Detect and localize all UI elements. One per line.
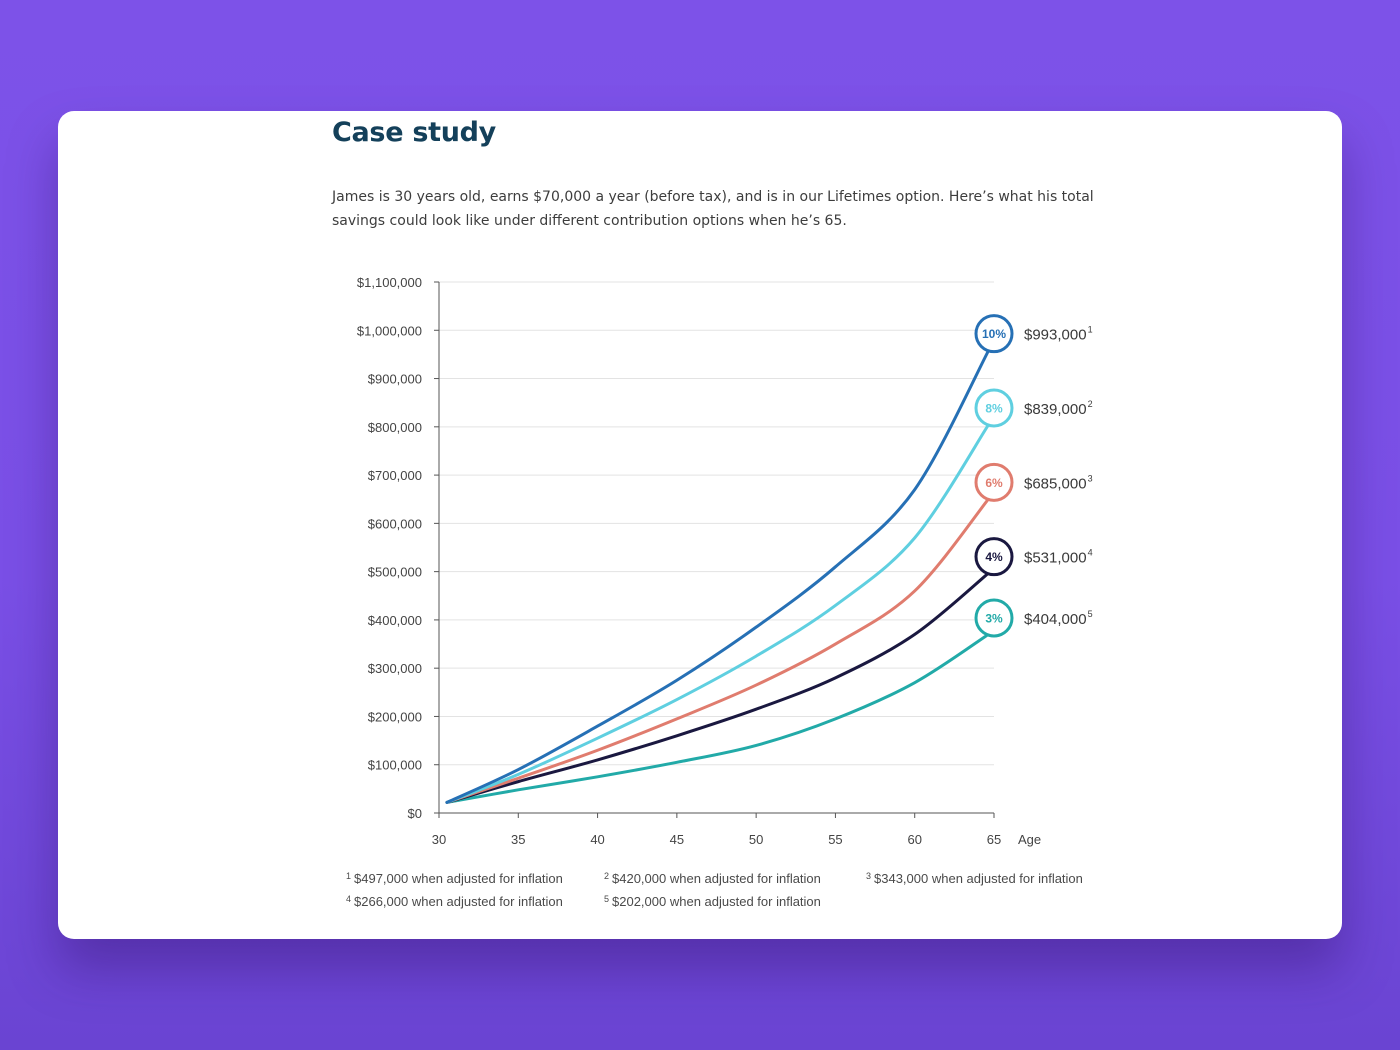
series-end-value: $531,000	[1024, 550, 1087, 567]
y-tick-label: $500,000	[368, 565, 422, 580]
y-tick-label: $1,000,000	[357, 323, 422, 338]
y-tick-label: $1,100,000	[357, 275, 422, 290]
x-tick-label: 60	[907, 832, 921, 847]
series-footnote-ref: 3	[1088, 473, 1093, 483]
footnote-text: $343,000 when adjusted for inflation	[874, 871, 1083, 886]
y-tick-label: $300,000	[368, 661, 422, 676]
footnote-number: 4	[346, 894, 352, 904]
series-footnote-ref: 1	[1088, 325, 1093, 335]
y-tick-label: $400,000	[368, 613, 422, 628]
series-footnote-ref: 4	[1088, 548, 1093, 558]
series-end-value: $404,000	[1024, 611, 1087, 628]
y-tick-label: $100,000	[368, 758, 422, 773]
series-end-value: $993,000	[1024, 327, 1087, 344]
series-line-3pct	[445, 632, 991, 804]
y-tick-label: $200,000	[368, 709, 422, 724]
footnote-2: 2 $420,000 when adjusted for inflation	[604, 871, 821, 886]
x-tick-label: 35	[511, 832, 525, 847]
x-tick-label: 40	[590, 832, 604, 847]
y-tick-label: $600,000	[368, 516, 422, 531]
x-tick-label: 55	[828, 832, 842, 847]
series-line-4pct	[445, 571, 991, 804]
footnote-number: 2	[604, 871, 610, 881]
footnote-1: 1 $497,000 when adjusted for inflation	[346, 871, 563, 886]
series-marker-6pct	[974, 462, 1014, 502]
series-line-10pct	[445, 348, 991, 804]
footnote-text: $497,000 when adjusted for inflation	[354, 871, 563, 886]
series-footnote-ref: 5	[1088, 609, 1093, 619]
footnote-4: 4 $266,000 when adjusted for inflation	[346, 894, 563, 909]
intro-text: James is 30 years old, earns $70,000 a y…	[332, 189, 1094, 229]
footnote-text: $266,000 when adjusted for inflation	[354, 894, 563, 909]
series-end-value: $685,000	[1024, 475, 1087, 492]
x-tick-label: 30	[432, 832, 446, 847]
series-name-label: 10%	[982, 327, 1006, 341]
y-tick-label: $900,000	[368, 372, 422, 387]
series-line-8pct	[445, 422, 991, 804]
series-name-label: 4%	[985, 550, 1003, 564]
series-name-label: 6%	[985, 476, 1003, 490]
series-marker-10pct	[974, 314, 1014, 354]
x-axis-label: Age	[1018, 832, 1041, 847]
series-line-6pct	[445, 496, 991, 804]
y-tick-label: $700,000	[368, 468, 422, 483]
y-tick-label: $0	[408, 806, 422, 821]
series-marker-4pct	[974, 537, 1014, 577]
series-footnote-ref: 2	[1088, 399, 1093, 409]
footnote-number: 1	[346, 871, 352, 881]
x-tick-label: 50	[749, 832, 763, 847]
footnote-text: $202,000 when adjusted for inflation	[612, 894, 821, 909]
x-tick-label: 45	[670, 832, 684, 847]
savings-line-chart: $0 $100,000 $200,000 $300,000 $400,000 $500,0…	[357, 275, 1093, 847]
y-tick-label: $800,000	[368, 420, 422, 435]
series-end-value: $839,000	[1024, 401, 1087, 418]
x-tick-label: 65	[987, 832, 1001, 847]
footnote-5: 5 $202,000 when adjusted for inflation	[604, 894, 821, 909]
footnote-number: 5	[604, 894, 610, 904]
page-title: Case study	[332, 117, 496, 148]
series-marker-3pct	[974, 598, 1014, 638]
series-name-label: 8%	[985, 401, 1003, 415]
footnote-number: 3	[866, 871, 872, 881]
series-name-label: 3%	[985, 611, 1003, 625]
case-study-card: Case study James is 30 years old, earns …	[58, 111, 1342, 939]
footnote-text: $420,000 when adjusted for inflation	[612, 871, 821, 886]
series-marker-8pct	[974, 388, 1014, 428]
footnote-3: 3 $343,000 when adjusted for inflation	[866, 871, 1083, 886]
